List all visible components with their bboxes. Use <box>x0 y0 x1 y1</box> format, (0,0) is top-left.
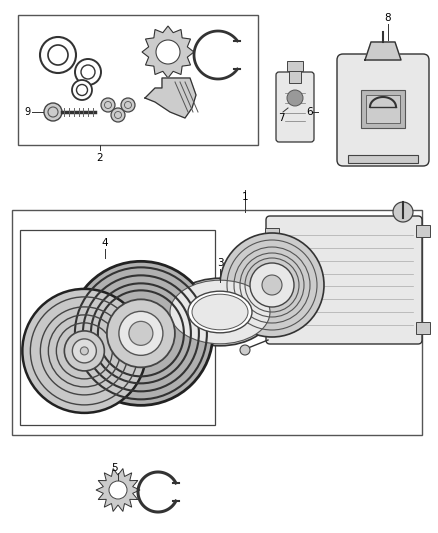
Circle shape <box>119 311 163 356</box>
Text: 3: 3 <box>217 258 223 268</box>
Circle shape <box>114 111 121 118</box>
Circle shape <box>81 65 95 79</box>
Circle shape <box>72 339 96 363</box>
Circle shape <box>69 261 213 406</box>
Bar <box>289 69 301 83</box>
Circle shape <box>107 300 175 367</box>
Bar <box>361 90 405 128</box>
Bar <box>20 230 215 425</box>
Ellipse shape <box>168 278 272 346</box>
Circle shape <box>80 347 88 355</box>
Bar <box>265 228 279 240</box>
Circle shape <box>40 37 76 73</box>
Circle shape <box>72 80 92 100</box>
Circle shape <box>121 98 135 112</box>
Polygon shape <box>145 78 196 118</box>
Circle shape <box>124 101 131 109</box>
Circle shape <box>156 40 180 64</box>
Text: 2: 2 <box>97 153 103 163</box>
Circle shape <box>48 45 68 65</box>
Circle shape <box>220 233 324 337</box>
Circle shape <box>105 101 112 109</box>
Circle shape <box>64 331 104 371</box>
Circle shape <box>109 481 127 499</box>
Circle shape <box>22 289 146 413</box>
Text: 4: 4 <box>102 238 108 248</box>
Bar <box>416 322 430 334</box>
Circle shape <box>262 275 282 295</box>
Bar <box>287 61 303 71</box>
Circle shape <box>44 103 62 121</box>
Circle shape <box>111 108 125 122</box>
Text: 8: 8 <box>385 13 391 23</box>
Circle shape <box>101 98 115 112</box>
Text: 9: 9 <box>24 107 30 117</box>
Text: 6: 6 <box>307 107 313 117</box>
Bar <box>265 322 279 334</box>
Polygon shape <box>365 42 401 60</box>
Circle shape <box>129 321 153 345</box>
Ellipse shape <box>192 294 248 330</box>
Bar <box>12 210 422 435</box>
Circle shape <box>48 107 58 117</box>
Circle shape <box>250 263 294 307</box>
Circle shape <box>77 85 88 95</box>
Bar <box>18 15 258 145</box>
Bar <box>348 155 418 163</box>
Text: 1: 1 <box>242 192 248 202</box>
FancyBboxPatch shape <box>266 216 422 344</box>
Circle shape <box>393 202 413 222</box>
Ellipse shape <box>188 291 252 333</box>
Text: 7: 7 <box>278 113 284 123</box>
Circle shape <box>240 345 250 355</box>
Polygon shape <box>142 26 194 78</box>
Circle shape <box>287 90 303 106</box>
Bar <box>366 95 400 123</box>
Text: 5: 5 <box>112 463 118 473</box>
Bar <box>416 225 430 237</box>
FancyBboxPatch shape <box>337 54 429 166</box>
Ellipse shape <box>170 280 270 344</box>
Polygon shape <box>96 469 140 512</box>
FancyBboxPatch shape <box>276 72 314 142</box>
Circle shape <box>75 59 101 85</box>
